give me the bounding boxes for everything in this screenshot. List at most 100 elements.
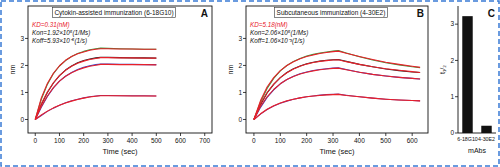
sensorgram-line [254, 68, 420, 119]
panel-title: Subcutaneous immunization (4-30E2) [277, 9, 386, 17]
y-tick [243, 119, 246, 120]
sensorgram-line [254, 60, 420, 120]
x-tick [306, 133, 307, 136]
x-tick [333, 133, 334, 136]
sensorgram-line [35, 96, 156, 120]
sensorgram-line [254, 60, 420, 120]
plot-marks [35, 48, 156, 119]
panel: 0 100 200 300 400 500 600 700 Time (sec) 0 1 2 3 nm Cy… [9, 6, 212, 156]
x-tick [385, 133, 386, 136]
sensorgram-line [35, 95, 156, 119]
y-axis-label: nm [9, 64, 16, 74]
y-tick-label: 2 [20, 62, 24, 69]
y-axis-line [458, 6, 459, 133]
panel: 6-18G104-30E2mAbs0123t₁/₂C [439, 6, 496, 154]
x-tick-label: 100 [54, 137, 65, 144]
x-axis-label: Time (sec) [319, 147, 355, 156]
title-box [275, 8, 388, 18]
x-tick [359, 133, 360, 136]
panel-label: B [417, 8, 424, 19]
x-tick [132, 133, 133, 136]
x-axis-label: Time (sec) [102, 147, 138, 156]
y-tick-label: 1 [450, 93, 454, 100]
x-tick-label: 500 [380, 137, 391, 144]
x-tick [412, 133, 413, 136]
figure: 0100200300400500600700Time (sec)0123nmCy… [0, 0, 500, 167]
background [0, 0, 500, 167]
panel-label: A [201, 8, 208, 19]
plot-marks [254, 51, 420, 120]
y-tick [455, 60, 458, 61]
sensorgram-line [35, 49, 156, 120]
y-tick-label: 2 [450, 57, 454, 64]
x-axis-label: mAbs [468, 147, 486, 154]
x-tick-label: 500 [151, 137, 162, 144]
x-tick-label: 300 [102, 137, 113, 144]
annotation: Kon=2.06×10⁵(1/Ms) [250, 29, 308, 37]
y-tick-label: 3 [238, 35, 242, 42]
x-tick-label: 0 [33, 137, 37, 144]
y-tick-label: 1 [20, 89, 24, 96]
y-tick [455, 24, 458, 25]
bar [462, 16, 472, 133]
x-tick [280, 133, 281, 136]
x-tick [180, 133, 181, 136]
x-tick-label: 100 [275, 137, 286, 144]
sensorgram-line [254, 51, 420, 119]
x-tick [253, 133, 254, 136]
y-tick-label: 0 [20, 116, 24, 123]
x-tick [107, 133, 108, 136]
annotation: KD=0.31(nM) [32, 21, 70, 29]
y-axis-label: nm [227, 64, 234, 74]
title-box [52, 8, 175, 18]
sensorgram-line [35, 64, 156, 119]
y-tick [455, 133, 458, 134]
y-tick-label: 0 [238, 116, 242, 123]
sensorgram-line [254, 94, 420, 119]
x-tick [59, 133, 60, 136]
annotation: Koff=1.06×10⁻³(1/s) [250, 37, 305, 45]
sensorgram-line [254, 51, 420, 120]
x-tick-label: 200 [301, 137, 312, 144]
sensorgram-line [35, 48, 156, 119]
x-tick [83, 133, 84, 136]
panel: 0100200300400500600Time (sec)0123nmSubcu… [227, 6, 428, 156]
x-tick-label: 200 [78, 137, 89, 144]
sensorgram-line [35, 58, 156, 120]
plot-frame [28, 6, 212, 133]
y-tick [25, 92, 28, 93]
sensorgram-line [35, 57, 156, 119]
category-label: 4-30E2 [478, 136, 495, 142]
y-tick [243, 38, 246, 39]
y-tick-label: 3 [450, 20, 454, 27]
y-tick-label: 3 [20, 35, 24, 42]
x-tick [35, 133, 36, 136]
x-tick-label: 0 [252, 137, 256, 144]
x-axis-line [458, 133, 496, 134]
category-label: 6-18G10 [457, 136, 478, 142]
plot-frame [246, 6, 428, 133]
y-tick [25, 119, 28, 120]
x-tick-label: 700 [199, 137, 210, 144]
panel-title: Cytokin-assisted immunization (6-18G10) [54, 9, 173, 17]
y-tick-label: 2 [238, 62, 242, 69]
y-tick [243, 92, 246, 93]
plot-marks [462, 16, 491, 133]
y-tick [25, 38, 28, 39]
panel-label: C [488, 8, 495, 19]
sensorgram-line [254, 94, 420, 119]
annotation: Kon=1.92×10⁵(1/Ms) [32, 29, 90, 37]
y-tick [243, 65, 246, 66]
y-tick [25, 65, 28, 66]
y-axis-label: t₁/₂ [439, 65, 446, 74]
bar [481, 126, 491, 133]
x-tick-label: 400 [127, 137, 138, 144]
x-tick-label: 400 [354, 137, 365, 144]
y-tick-label: 1 [238, 89, 242, 96]
x-tick-label: 300 [328, 137, 339, 144]
x-tick-label: 600 [175, 137, 186, 144]
x-tick [204, 133, 205, 136]
annotation: KD=5.18(nM) [250, 21, 288, 29]
annotation: Koff=5.93×10⁻⁵(1/s) [32, 37, 87, 45]
border [1, 1, 499, 166]
